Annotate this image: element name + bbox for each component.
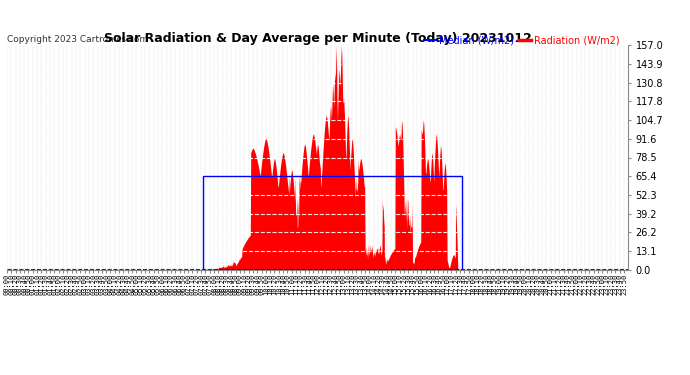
Legend: Median (W/m2), Radiation (W/m2): Median (W/m2), Radiation (W/m2) bbox=[421, 32, 623, 50]
Text: Copyright 2023 Cartronics.com: Copyright 2023 Cartronics.com bbox=[7, 35, 148, 44]
Title: Solar Radiation & Day Average per Minute (Today) 20231012: Solar Radiation & Day Average per Minute… bbox=[104, 32, 531, 45]
Bar bbox=[204, 176, 462, 270]
